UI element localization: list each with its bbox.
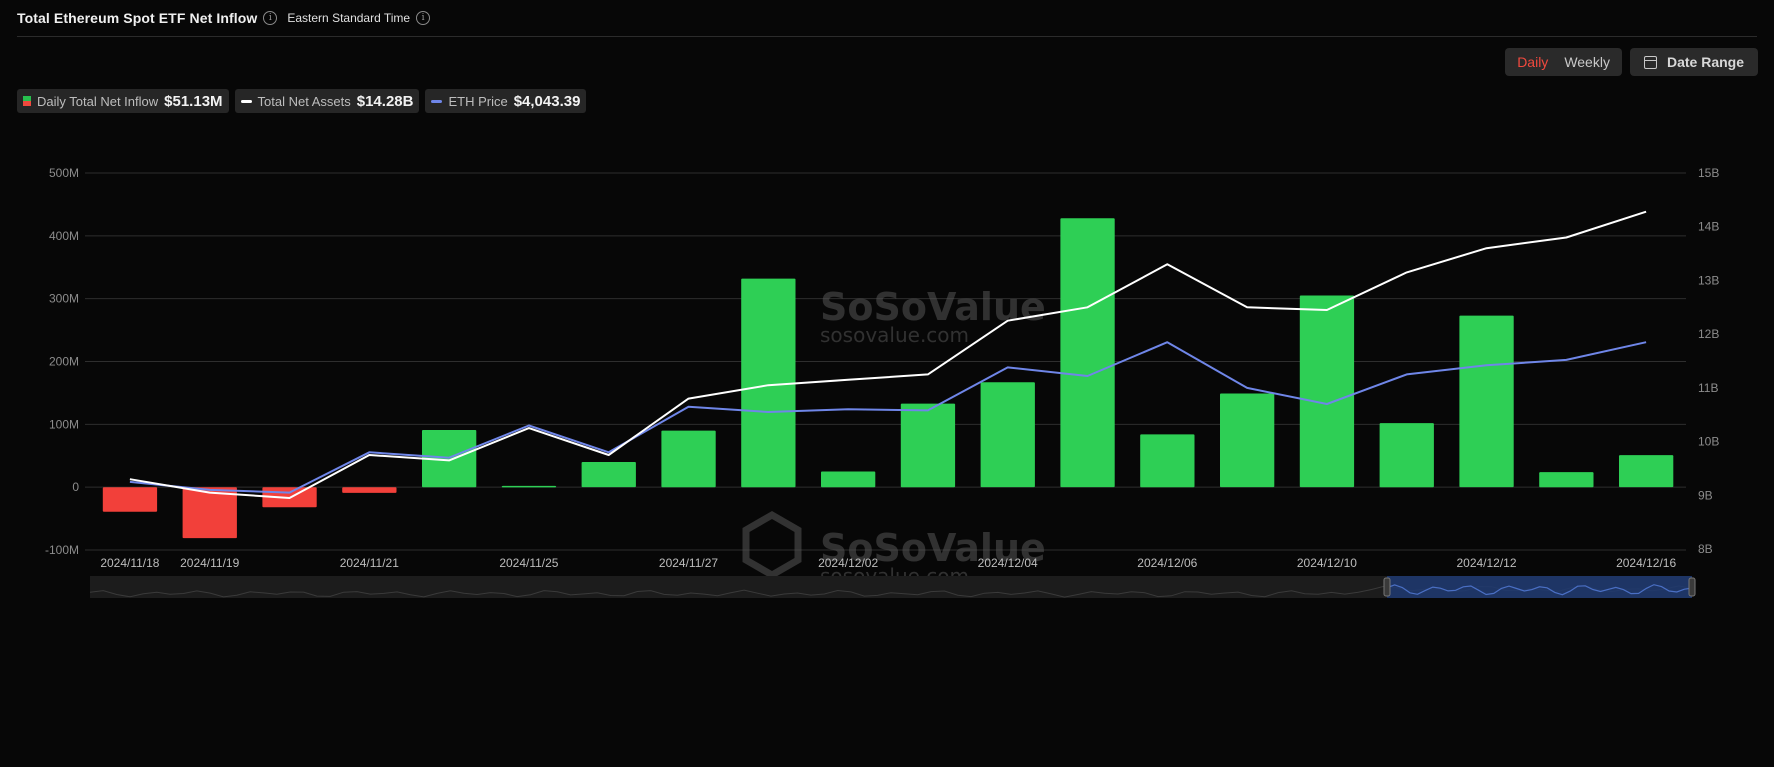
x-tick-label: 2024/11/25 <box>499 556 558 570</box>
legend-item-price[interactable]: ETH Price $4,043.39 <box>425 89 587 113</box>
watermark-domain: sosovalue.com <box>820 323 969 347</box>
watermark-brand: SoSoValue <box>820 526 1046 570</box>
inflow-bar <box>102 487 158 512</box>
legend-assets-label: Total Net Assets <box>257 93 351 109</box>
x-tick-label: 2024/12/16 <box>1616 556 1676 570</box>
total-net-assets-line <box>129 210 1647 499</box>
legend-item-inflow[interactable]: Daily Total Net Inflow $51.13M <box>17 89 229 113</box>
info-icon[interactable]: i <box>263 11 278 25</box>
y-tick-label-right: 9B <box>1698 488 1713 502</box>
inflow-bar <box>980 382 1035 488</box>
daily-button[interactable]: Daily <box>1517 54 1549 70</box>
x-tick-label: 2024/12/04 <box>978 556 1038 570</box>
x-tick-label: 2024/11/19 <box>180 556 239 570</box>
legend-price-label: ETH Price <box>448 93 508 109</box>
y-tick-label-right: 14B <box>1698 220 1719 234</box>
legend-assets-value: $14.28B <box>356 92 414 110</box>
inflow-bar <box>900 403 956 488</box>
inflow-bar <box>1459 315 1514 488</box>
eth-price-line <box>129 341 1647 494</box>
y-tick-label-right: 8B <box>1698 542 1713 556</box>
watermark-brand: SoSoValue <box>820 285 1046 329</box>
x-tick-label: 2024/11/27 <box>659 556 718 570</box>
y-tick-label-right: 15B <box>1698 166 1719 180</box>
inflow-bar <box>741 278 796 488</box>
y-tick-label-left: 100M <box>49 417 79 431</box>
zoom-handle[interactable] <box>1383 577 1391 597</box>
x-tick-label: 2024/11/21 <box>340 556 399 570</box>
y-tick-label-left: -100M <box>45 543 79 557</box>
y-tick-label-left: 300M <box>49 292 79 306</box>
inflow-bar <box>501 485 557 488</box>
calendar-icon <box>1643 55 1657 69</box>
weekly-button[interactable]: Weekly <box>1564 54 1610 70</box>
date-range-label: Date Range <box>1666 54 1744 70</box>
date-range-button[interactable]: Date Range <box>1629 48 1758 76</box>
y-tick-label-left: 400M <box>49 229 79 243</box>
inflow-bar <box>1539 472 1594 488</box>
chart-legend: Daily Total Net Inflow $51.13M Total Net… <box>17 89 587 113</box>
y-tick-label-right: 12B <box>1698 327 1719 341</box>
price-line-swatch-icon <box>431 99 443 103</box>
legend-inflow-label: Daily Total Net Inflow <box>37 93 159 109</box>
x-tick-label: 2024/12/10 <box>1297 556 1357 570</box>
timezone-label: Eastern Standard Time <box>287 11 411 25</box>
zoom-selection-line <box>1386 584 1693 596</box>
interval-toggle: Daily Weekly <box>1505 48 1622 76</box>
y-tick-label-left: 200M <box>49 355 79 369</box>
zoom-handle[interactable] <box>1688 577 1696 597</box>
inflow-bar <box>581 462 636 488</box>
inflow-bar <box>182 487 237 539</box>
x-tick-label: 2024/11/18 <box>100 556 159 570</box>
inflow-bar <box>1060 218 1115 488</box>
x-tick-label: 2024/12/06 <box>1137 556 1197 570</box>
inflow-bar <box>1619 455 1674 488</box>
inflow-bar <box>1220 393 1275 488</box>
y-tick-label-right: 10B <box>1698 435 1719 449</box>
inflow-bar <box>1379 423 1434 488</box>
inflow-bar <box>1299 295 1355 488</box>
inflow-bar <box>821 471 876 488</box>
legend-price-value: $4,043.39 <box>513 92 581 110</box>
x-tick-label: 2024/12/02 <box>818 556 878 570</box>
chart-controls: Daily Weekly Date Range <box>1505 48 1758 76</box>
y-tick-label-left: 500M <box>49 166 79 180</box>
legend-item-assets[interactable]: Total Net Assets $14.28B <box>234 89 420 113</box>
watermark-hex-icon <box>742 510 802 580</box>
x-tick-label: 2024/12/12 <box>1456 556 1516 570</box>
inflow-bar <box>342 487 397 493</box>
inflow-bar <box>661 430 716 488</box>
chart-title: Total Ethereum Spot ETF Net Inflow <box>17 10 258 26</box>
y-tick-label-right: 11B <box>1698 381 1718 395</box>
bar-swatch-icon <box>23 96 31 106</box>
inflow-bar <box>1140 434 1195 488</box>
legend-inflow-value: $51.13M <box>164 92 223 110</box>
chart-header: Total Ethereum Spot ETF Net Inflow i Eas… <box>17 0 1757 37</box>
assets-line-swatch-icon <box>240 99 252 103</box>
y-tick-label-right: 13B <box>1698 273 1719 287</box>
timezone-info-icon[interactable]: i <box>416 11 431 25</box>
y-tick-label-left: 0 <box>72 480 79 494</box>
